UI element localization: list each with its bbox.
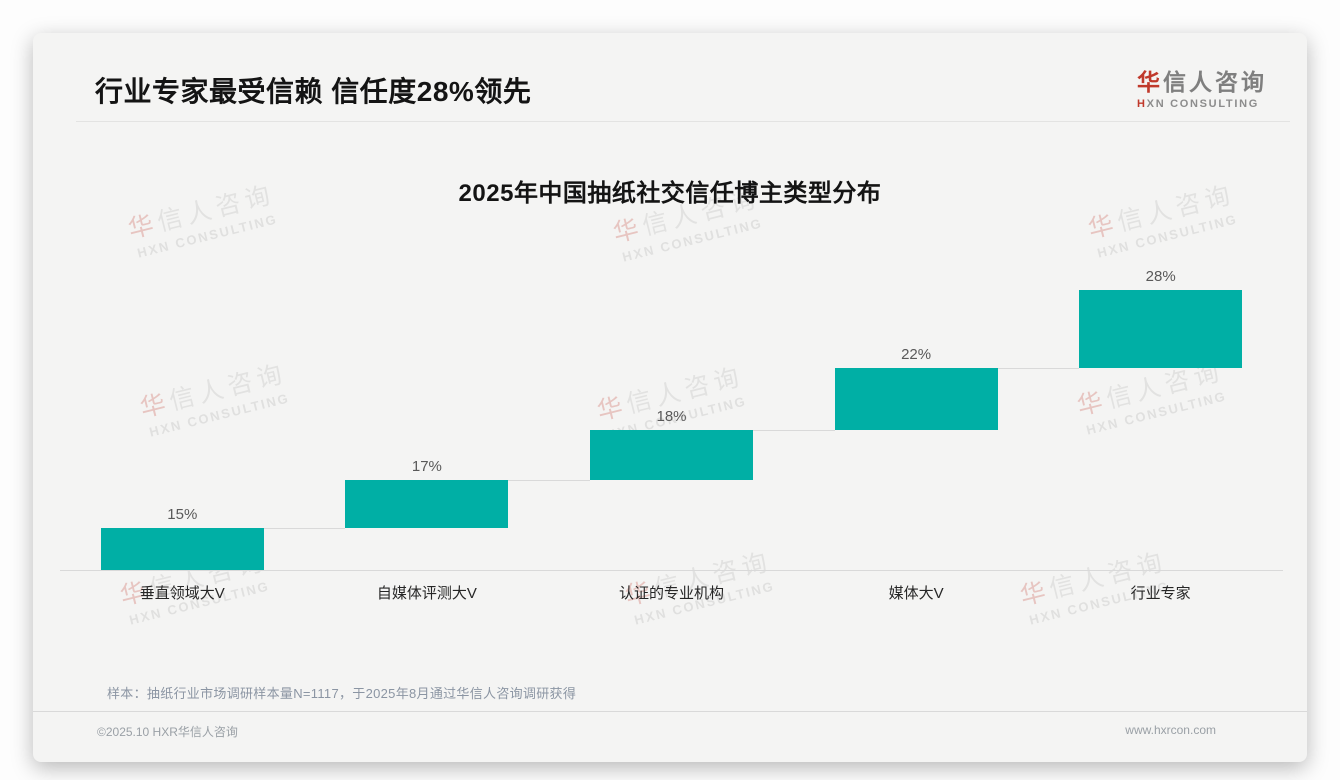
website-text: www.hxrcon.com (1125, 723, 1216, 737)
category-label: 自媒体评测大V (376, 585, 477, 602)
header-divider (76, 121, 1290, 122)
bar-认证的专业机构 (590, 430, 753, 481)
footer: ©2025.10 HXR华信人咨询 www.hxrcon.com (97, 723, 1216, 740)
x-axis-line (60, 570, 1283, 571)
footer-divider (33, 711, 1307, 712)
step-connector-line (508, 480, 590, 482)
bar-value-label: 15% (167, 506, 198, 523)
page-title: 行业专家最受信赖 信任度28%领先 (95, 76, 532, 107)
bar-value-label: 18% (656, 408, 687, 425)
sample-note: 样本：抽纸行业市场调研样本量N=1117，于2025年8月通过华信人咨询调研获得 (107, 686, 577, 701)
bar-value-label: 28% (1145, 268, 1176, 285)
copyright-text: ©2025.10 HXR华信人咨询 (97, 725, 238, 739)
category-label: 媒体大V (888, 585, 944, 602)
category-label: 行业专家 (1130, 585, 1191, 602)
step-connector-line (997, 368, 1080, 370)
category-label: 垂直领域大V (139, 585, 225, 602)
brand-logo-en: HXN CONSULTING (1137, 98, 1259, 111)
bar-value-label: 22% (901, 346, 932, 364)
header: 行业专家最受信赖 信任度28%领先 华信人咨询 HXN CONSULTING (95, 69, 1267, 110)
bar-媒体大V (834, 368, 998, 430)
chart-title: 2025年中国抽纸社交信任博主类型分布 (458, 180, 882, 207)
bar-行业专家 (1079, 290, 1243, 369)
bar-自媒体评测大V (345, 480, 509, 528)
step-connector-line (263, 528, 346, 529)
step-connector-line (753, 430, 835, 431)
bar-value-label: 17% (411, 458, 442, 476)
slide-card: 华信人咨询 HXN CONSULTING 华信人咨询 HXN CONSULTING 华信… (33, 33, 1307, 762)
waterfall-chart: 15% 垂直领域大V 17% 自媒体评测大V 18% 认证的专业机构 22% 媒体大V 28% 行… (60, 240, 1283, 620)
brand-logo: 华信人咨询 HXN CONSULTING (1137, 69, 1267, 111)
category-label: 认证的专业机构 (618, 585, 724, 602)
brand-logo-cn: 华信人咨询 (1137, 69, 1267, 95)
bar-垂直领域大V (100, 528, 264, 570)
